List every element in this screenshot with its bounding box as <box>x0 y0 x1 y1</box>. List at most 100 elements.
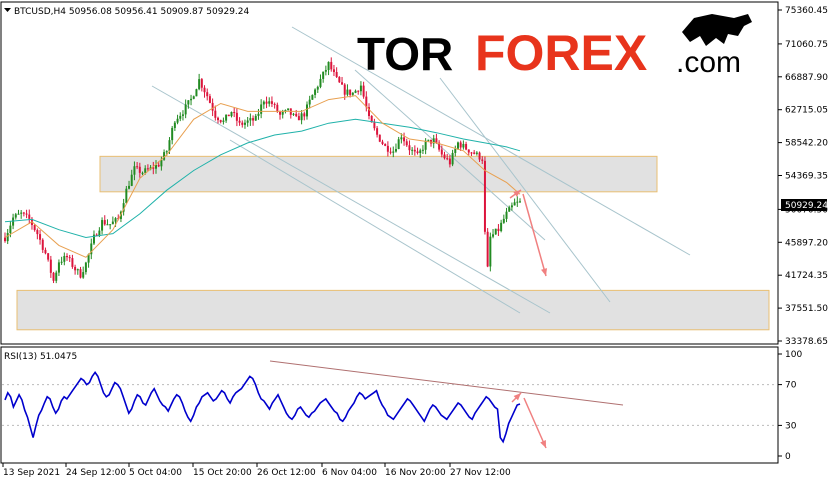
forecast-arrow-up-head <box>513 190 521 197</box>
candle-body <box>165 151 168 153</box>
candle-body <box>252 118 255 121</box>
candle-body <box>400 137 403 140</box>
candle-body <box>157 164 160 167</box>
candle-body <box>103 220 106 225</box>
candle-body <box>462 143 465 148</box>
candle-body <box>456 142 459 149</box>
candle-body <box>63 255 66 262</box>
candle-body <box>265 101 268 104</box>
candle-body <box>354 90 357 93</box>
candle-body <box>341 82 344 85</box>
rsi-panel-frame <box>0 346 779 464</box>
candle-body <box>297 116 300 121</box>
candle-body <box>473 152 476 154</box>
candle-body <box>49 259 52 273</box>
logo-dotcom: .com <box>676 46 741 79</box>
candle-body <box>149 167 152 170</box>
price-layer <box>4 26 770 331</box>
candle-body <box>357 90 360 92</box>
rsi-y-axis: 100 70 30 0 <box>778 350 802 462</box>
candle-body <box>82 272 85 278</box>
candle-body <box>322 71 325 79</box>
candle-body <box>233 112 236 114</box>
rsi-tick-label: 70 <box>785 381 797 391</box>
candle-body <box>25 213 28 215</box>
candle-body <box>222 120 225 122</box>
candle-body <box>378 134 381 142</box>
candle-body <box>133 166 136 175</box>
candle-body <box>440 149 443 155</box>
candle-body <box>338 76 341 83</box>
price-tick-label: 37551.50 <box>785 304 828 314</box>
candle-body <box>211 102 214 111</box>
rsi-tick-label: 0 <box>785 452 791 462</box>
candle-body <box>136 166 139 168</box>
candle-body <box>411 149 414 151</box>
candle-body <box>179 115 182 119</box>
candle-body <box>438 142 441 150</box>
candle-body <box>254 115 257 121</box>
candle-body <box>516 201 519 203</box>
logo-tor: TOR <box>357 28 453 80</box>
candle-body <box>432 138 435 144</box>
candle-body <box>68 257 71 259</box>
candle-body <box>389 151 392 153</box>
candle-body <box>257 113 260 116</box>
rsi-line <box>4 371 521 444</box>
candle-body <box>332 69 335 73</box>
forecast-arrow-down-head <box>541 268 548 276</box>
dropdown-triangle-icon[interactable] <box>4 8 11 12</box>
candle-body <box>394 149 397 152</box>
candle-body <box>101 220 104 231</box>
candle-body <box>519 201 521 203</box>
moving-average-fast <box>4 95 521 258</box>
candle-body <box>114 218 117 222</box>
candle-body <box>443 154 446 159</box>
time-x-axis: 13 Sep 2021 24 Sep 12:00 5 Oct 04:00 15 Oct… <box>2 463 511 478</box>
candle-body <box>154 164 157 169</box>
candle-body <box>4 237 6 242</box>
candle-body <box>376 128 379 135</box>
torforex-logo: TOR FOREX .com <box>357 14 752 81</box>
price-tick-label: 33378.65 <box>785 337 828 347</box>
candle-body <box>270 101 273 104</box>
bull-logo-icon <box>682 14 752 46</box>
candle-body <box>241 122 244 125</box>
price-y-axis: 75360.45 71060.75 66887.90 62715.05 58542.20… <box>778 6 828 347</box>
candle-body <box>392 151 395 153</box>
candle-body <box>243 122 246 125</box>
candle-body <box>268 101 271 104</box>
rsi-arrow-down <box>523 397 547 449</box>
trend-line <box>291 26 691 256</box>
support-resistance-zone <box>99 155 658 193</box>
candle-body <box>419 150 422 153</box>
candle-body <box>319 78 322 87</box>
candle-body <box>281 111 284 115</box>
candle-body <box>146 168 149 170</box>
candle-body <box>111 221 114 225</box>
candle-body <box>152 167 155 169</box>
candle-body <box>435 138 438 143</box>
candle-body <box>47 253 50 260</box>
candle-body <box>483 160 486 232</box>
trend-line <box>439 77 611 303</box>
candle-body <box>416 151 419 153</box>
current-price-tag <box>781 199 827 211</box>
time-tick-label: 15 Oct 20:00 <box>193 468 252 478</box>
candle-body <box>351 92 354 95</box>
candle-body <box>203 87 206 93</box>
candle-body <box>71 258 74 267</box>
candle-body <box>17 213 20 215</box>
candle-body <box>6 233 9 242</box>
candle-body <box>249 118 252 121</box>
candle-body <box>346 89 349 95</box>
candle-body <box>505 211 508 219</box>
candle-body <box>9 225 12 234</box>
candle-body <box>173 122 176 128</box>
rsi-tick-label: 100 <box>785 350 802 360</box>
candle-body <box>225 114 228 121</box>
candle-body <box>144 168 147 173</box>
candle-body <box>365 96 368 108</box>
candle-body <box>187 100 190 105</box>
